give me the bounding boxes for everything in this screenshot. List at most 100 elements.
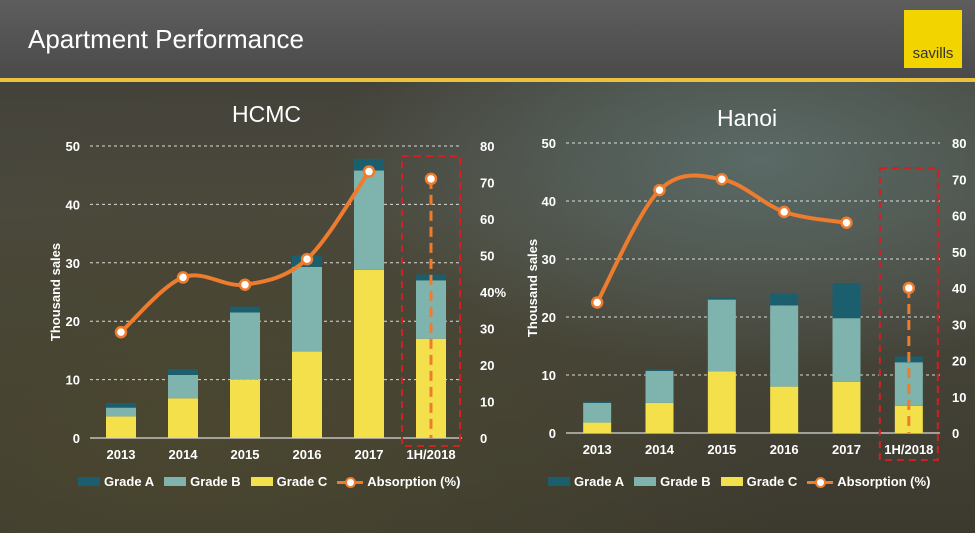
legend-grade-a: Grade A — [548, 474, 624, 489]
hanoi-grade-b-bar — [583, 402, 612, 423]
hanoi-legend: Grade A Grade B Grade C Absorption (%) — [548, 474, 930, 489]
hanoi-y2-tick-label: 80 — [952, 136, 966, 151]
hcmc-grade-c-bar — [106, 416, 136, 438]
legend-label-absorption: Absorption (%) — [837, 474, 931, 489]
hanoi-grade-b-bar — [645, 370, 674, 403]
grade-c-swatch — [720, 477, 743, 486]
hcmc-grade-c-bar — [354, 269, 384, 438]
title-bar: Apartment Performance savills — [0, 0, 975, 80]
hanoi-y2-tick-label: 20 — [952, 354, 966, 369]
hanoi-grade-c-bar — [707, 371, 736, 433]
hcmc-x-tick-label: 2013 — [107, 447, 136, 462]
grade-b-swatch — [164, 477, 187, 486]
hcmc-y-tick-label: 10 — [66, 373, 80, 388]
hcmc-y-tick-label: 20 — [66, 314, 80, 329]
hcmc-y2-tick-label: 80 — [480, 139, 494, 154]
hcmc-y2-tick-label: 40% — [480, 285, 506, 300]
legend-grade-c: Grade C — [720, 474, 798, 489]
hcmc-absorption-point — [362, 165, 376, 178]
hanoi-y-tick-label: 30 — [542, 252, 556, 267]
hcmc-grade-b-bar — [106, 407, 136, 417]
hcmc-absorption-point — [114, 325, 128, 339]
hcmc-grade-a-bar — [168, 369, 198, 375]
hcmc-absorption-point — [176, 271, 190, 284]
hanoi-absorption-point — [715, 173, 729, 186]
hcmc-absorption-point — [238, 278, 252, 291]
hcmc-x-tick-label: 2016 — [293, 447, 322, 462]
hcmc-y-tick-label: 50 — [66, 139, 80, 154]
hanoi-x-tick-label: 2015 — [707, 442, 736, 457]
hcmc-legend: Grade A Grade B Grade C Absorption (%) — [78, 474, 460, 489]
hcmc-grade-c-bar — [292, 351, 322, 438]
hanoi-grade-b-bar — [832, 318, 861, 382]
grade-a-swatch — [78, 477, 100, 486]
hanoi-x-tick-label: 2017 — [832, 442, 861, 457]
hanoi-grade-a-bar — [583, 401, 612, 403]
hanoi-chart-title: Hanoi — [717, 105, 778, 131]
hanoi-absorption-point — [777, 205, 791, 219]
hcmc-grade-b-bar — [292, 266, 322, 352]
hcmc-y2-tick-label: 50 — [480, 249, 494, 264]
hanoi-grade-b-bar — [770, 305, 799, 387]
legend-label-grade-a: Grade A — [574, 474, 625, 489]
hcmc-y-tick-label: 40 — [66, 197, 80, 212]
legend-label-grade-b: Grade B — [660, 474, 711, 489]
hanoi-absorption-point — [590, 296, 604, 309]
hcmc-y2-tick-label: 0 — [480, 431, 487, 446]
hanoi-y-tick-label: 0 — [549, 426, 556, 441]
hanoi-absorption-point — [653, 183, 666, 197]
absorption-swatch — [337, 476, 364, 488]
title-underline — [0, 78, 975, 82]
hanoi-y2-tick-label: 50 — [952, 245, 966, 260]
hanoi-y-tick-label: 50 — [542, 136, 556, 151]
hanoi-grade-a-bar — [707, 297, 736, 300]
hanoi-grade-a-bar — [645, 369, 674, 371]
hanoi-x-tick-label: 2014 — [645, 442, 675, 457]
hcmc-grade-b-bar — [230, 312, 260, 380]
hanoi-y2-tick-label: 30 — [952, 317, 966, 332]
legend-grade-b: Grade B — [634, 474, 711, 489]
hanoi-x-tick-label: 1H/2018 — [884, 442, 933, 457]
hanoi-grade-a-bar — [832, 283, 861, 319]
hcmc-grade-c-bar — [230, 379, 260, 438]
hanoi-y-tick-label: 20 — [542, 310, 556, 325]
page-title: Apartment Performance — [28, 24, 305, 54]
hcmc-absorption-point — [300, 252, 314, 266]
hanoi-grade-a-bar — [770, 293, 799, 306]
hanoi-y-tick-label: 40 — [542, 194, 556, 209]
legend-grade-b: Grade B — [164, 474, 241, 489]
hcmc-y2-tick-label: 30 — [480, 322, 494, 337]
grade-c-swatch — [250, 477, 273, 486]
hanoi-grade-b-bar — [707, 299, 736, 372]
absorption-swatch — [807, 476, 834, 488]
hcmc-y2-tick-label: 20 — [480, 358, 494, 373]
hcmc-y2-tick-label: 70 — [480, 176, 494, 191]
hcmc-grade-a-bar — [106, 402, 136, 408]
savills-logo: savills — [904, 10, 962, 68]
hcmc-chart-title: HCMC — [232, 101, 301, 127]
hanoi-absorption-point — [902, 281, 916, 295]
hcmc-y2-tick-label: 10 — [480, 395, 494, 410]
hanoi-x-tick-label: 2016 — [770, 442, 799, 457]
hanoi-y-axis-label: Thousand sales — [525, 239, 540, 337]
hanoi-highlight-box — [878, 167, 939, 461]
hanoi-x-tick-label: 2013 — [583, 442, 612, 457]
hcmc-y-tick-label: 30 — [66, 256, 80, 271]
legend-label-grade-c: Grade C — [276, 474, 328, 489]
legend-label-grade-a: Grade A — [104, 474, 155, 489]
legend-label-absorption: Absorption (%) — [367, 474, 461, 489]
hanoi-absorption-point — [840, 216, 853, 229]
hcmc-grade-a-bar — [354, 158, 384, 171]
legend-grade-c: Grade C — [250, 474, 328, 489]
hcmc-grade-a-bar — [230, 306, 260, 313]
hanoi-y2-tick-label: 60 — [952, 209, 966, 224]
legend-absorption: Absorption (%) — [337, 474, 460, 489]
legend-label-grade-c: Grade C — [746, 474, 798, 489]
hanoi-absorption-line — [595, 173, 847, 304]
hanoi-grade-c-bar — [583, 422, 612, 433]
legend-grade-a: Grade A — [78, 474, 154, 489]
hcmc-x-tick-label: 1H/2018 — [406, 447, 455, 462]
grade-b-swatch — [634, 477, 657, 486]
